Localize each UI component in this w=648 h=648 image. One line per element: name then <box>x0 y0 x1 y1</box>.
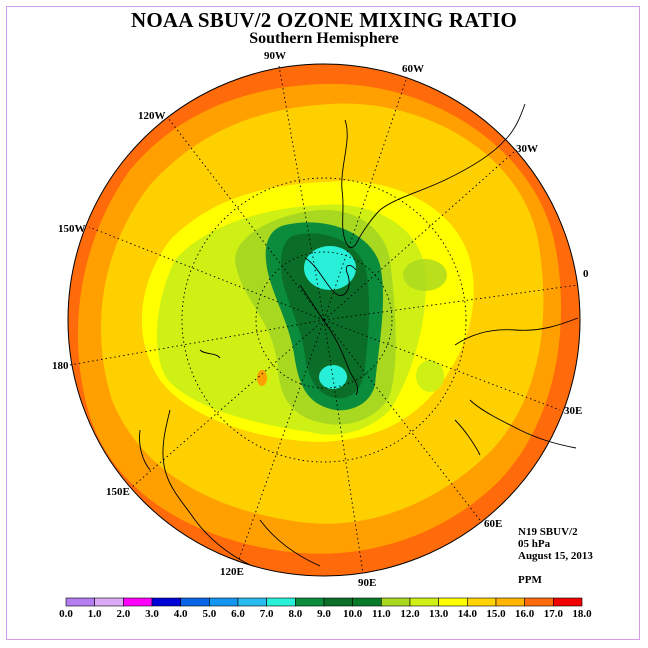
colorbar-tick-label: 6.0 <box>231 608 245 620</box>
colorbar-swatch <box>495 597 525 607</box>
orange-spot <box>257 370 267 386</box>
instrument-label: N19 SBUV/2 <box>518 526 578 538</box>
lon-label-60w: 60W <box>402 63 424 75</box>
colorbar-tick-label: 10.0 <box>343 608 363 620</box>
lon-label-30w: 30W <box>516 143 538 155</box>
map-subtitle: Southern Hemisphere <box>249 30 399 47</box>
lon-label-60e: 60E <box>484 518 503 530</box>
lon-label-0: 0 <box>583 268 589 280</box>
pressure-label: 05 hPa <box>518 538 551 550</box>
colorbar-swatch <box>295 597 325 607</box>
colorbar-swatch <box>94 597 124 607</box>
colorbar-tick-label: 18.0 <box>572 608 592 620</box>
lon-label-150e: 150E <box>106 486 130 498</box>
green-patch-east <box>416 360 444 392</box>
colorbar-swatch <box>237 597 267 607</box>
colorbar-tick-label: 13.0 <box>429 608 449 620</box>
colorbar-swatch <box>151 597 181 607</box>
colorbar-tick-label: 12.0 <box>400 608 420 620</box>
colorbar <box>65 597 583 607</box>
colorbar-tick-label: 9.0 <box>317 608 331 620</box>
colorbar-tick-label: 16.0 <box>515 608 535 620</box>
lon-label-30e: 30E <box>564 405 583 417</box>
colorbar-tick-label: 14.0 <box>457 608 477 620</box>
colorbar-tick-label: 0.0 <box>59 608 73 620</box>
colorbar-swatch <box>123 597 153 607</box>
lon-label-180: 180 <box>52 360 69 372</box>
colorbar-tick-label: 7.0 <box>259 608 274 620</box>
date-label: August 15, 2013 <box>518 550 593 562</box>
colorbar-tick-label: 11.0 <box>372 608 391 620</box>
colorbar-tick-label: 2.0 <box>116 608 131 620</box>
lon-label-90e: 90E <box>358 577 377 589</box>
colorbar-swatch <box>323 597 353 607</box>
colorbar-swatch <box>467 597 497 607</box>
colorbar-swatch <box>352 597 382 607</box>
colorbar-tick-label: 1.0 <box>87 608 102 620</box>
colorbar-swatch <box>524 597 554 607</box>
lon-label-150w: 150W <box>58 223 86 235</box>
colorbar-tick-label: 8.0 <box>288 608 303 620</box>
lon-label-120w: 120W <box>138 110 166 122</box>
colorbar-tick-label: 17.0 <box>543 608 563 620</box>
graticule <box>69 65 579 574</box>
colorbar-tick-label: 3.0 <box>145 608 159 620</box>
green-patch-ne <box>403 259 447 291</box>
map-boundary <box>67 63 581 577</box>
colorbar-swatch <box>553 597 583 607</box>
coastlines <box>139 103 579 567</box>
cyan-core-2 <box>319 365 347 389</box>
colorbar-tick-label: 15.0 <box>486 608 506 620</box>
map-title: NOAA SBUV/2 OZONE MIXING RATIO <box>131 8 517 32</box>
colorbar-tick-label: 4.0 <box>173 608 188 620</box>
colorbar-swatch <box>65 597 95 607</box>
colorbar-tick-label: 5.0 <box>202 608 217 620</box>
colorbar-swatch <box>209 597 239 607</box>
colorbar-swatch <box>266 597 296 607</box>
colorbar-swatch <box>409 597 439 607</box>
map-frame <box>6 6 640 640</box>
units-label: PPM <box>518 574 542 586</box>
lon-label-90w: 90W <box>264 50 286 62</box>
lon-label-120e: 120E <box>220 566 244 578</box>
colorbar-swatch <box>381 597 411 607</box>
colorbar-swatch <box>180 597 210 607</box>
colorbar-swatch <box>438 597 468 607</box>
